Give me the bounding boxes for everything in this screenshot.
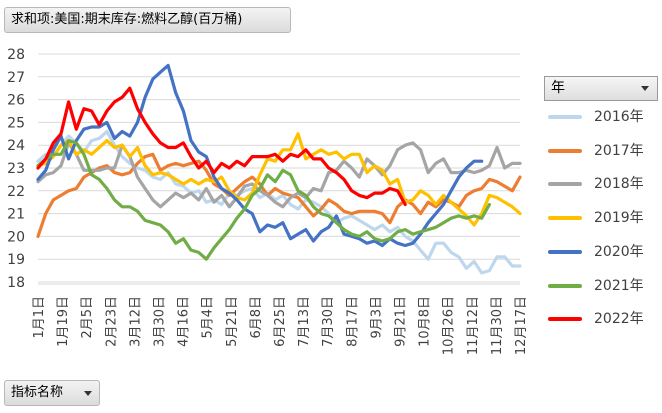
dropdown-arrow-icon <box>84 391 92 396</box>
y-tick-label: 20 <box>7 229 25 245</box>
y-tick-label: 26 <box>7 93 25 109</box>
y-tick-label: 24 <box>7 138 25 154</box>
gridlines <box>38 53 520 283</box>
series-line-2020年 <box>36 63 484 248</box>
x-tick-label: 6月25日 <box>273 296 288 347</box>
y-tick-label: 22 <box>7 184 25 200</box>
x-tick-label: 7月13日 <box>297 296 312 347</box>
legend-swatch <box>548 317 582 322</box>
x-tick-label: 1月1日 <box>32 296 47 339</box>
series-line-2018年 <box>36 141 522 209</box>
x-tick-label: 5月4日 <box>201 296 216 339</box>
legend-swatch <box>548 249 582 254</box>
y-tick-label: 27 <box>7 70 25 86</box>
x-axis: 1月1日 1月19日 2月5日 2月23日 3月12日 3月30日 4月16日 5月4日 5月2… <box>32 283 529 355</box>
x-tick-label: 4月16日 <box>177 296 192 347</box>
y-tick-label: 28 <box>7 47 25 63</box>
legend-swatch <box>548 283 582 288</box>
x-tick-label: 8月17日 <box>345 296 360 347</box>
series-line-2021年 <box>36 139 491 261</box>
legend-label: 2017年 <box>594 142 644 159</box>
legend-swatch <box>548 115 582 119</box>
y-tick-label: 18 <box>7 275 25 291</box>
legend-label: 2021年 <box>594 277 644 294</box>
x-tick-label: 3月30日 <box>153 296 168 347</box>
legend-label: 2020年 <box>594 243 644 260</box>
x-tick-label: 9月3日 <box>369 296 384 339</box>
y-axis: 18 19 20 21 22 23 24 25 26 27 28 <box>7 47 25 291</box>
x-tick-label: 11月12日 <box>466 296 481 355</box>
legend-label: 2019年 <box>594 210 644 227</box>
x-tick-label: 7月30日 <box>321 296 336 347</box>
series-line-2016年 <box>36 129 522 275</box>
indicator-name-filter-button[interactable]: 指标名称 <box>4 380 100 406</box>
x-tick-label: 2月23日 <box>104 296 119 347</box>
series-line-2019年 <box>36 132 522 227</box>
x-tick-label: 10月8日 <box>418 296 433 347</box>
x-tick-label: 12月17日 <box>514 296 529 355</box>
value-field-button[interactable]: 求和项:美国:期末库存:燃料乙醇(百万桶) <box>4 7 291 33</box>
x-tick-label: 6月8日 <box>249 296 264 339</box>
series-line-2017年 <box>36 152 522 238</box>
dropdown-arrow-icon <box>641 86 649 91</box>
series-line-2022年 <box>36 86 407 207</box>
x-tick-label: 10月26日 <box>442 296 457 355</box>
x-tick-label: 3月12日 <box>128 296 143 347</box>
legend-swatch <box>548 148 582 153</box>
legend-swatch <box>548 216 582 221</box>
series-layer <box>36 63 522 275</box>
x-tick-label: 11月30日 <box>490 296 505 355</box>
x-tick-label: 2月5日 <box>80 296 95 339</box>
x-tick-label: 5月21日 <box>225 296 240 347</box>
legend-label: 2016年 <box>594 109 644 125</box>
legend-header-label: 年 <box>551 80 565 96</box>
x-tick-label: 9月21日 <box>394 296 409 347</box>
legend-filter-button[interactable]: 年 <box>544 76 658 101</box>
y-tick-label: 25 <box>7 115 25 131</box>
legend-swatch <box>548 182 582 187</box>
legend-label: 2018年 <box>594 176 644 193</box>
legend-label: 2022年 <box>594 311 644 328</box>
y-tick-label: 23 <box>7 161 25 177</box>
indicator-name-label: 指标名称 <box>11 385 64 400</box>
y-tick-label: 19 <box>7 252 25 268</box>
x-tick-label: 1月19日 <box>56 296 71 347</box>
y-tick-label: 21 <box>7 207 25 223</box>
